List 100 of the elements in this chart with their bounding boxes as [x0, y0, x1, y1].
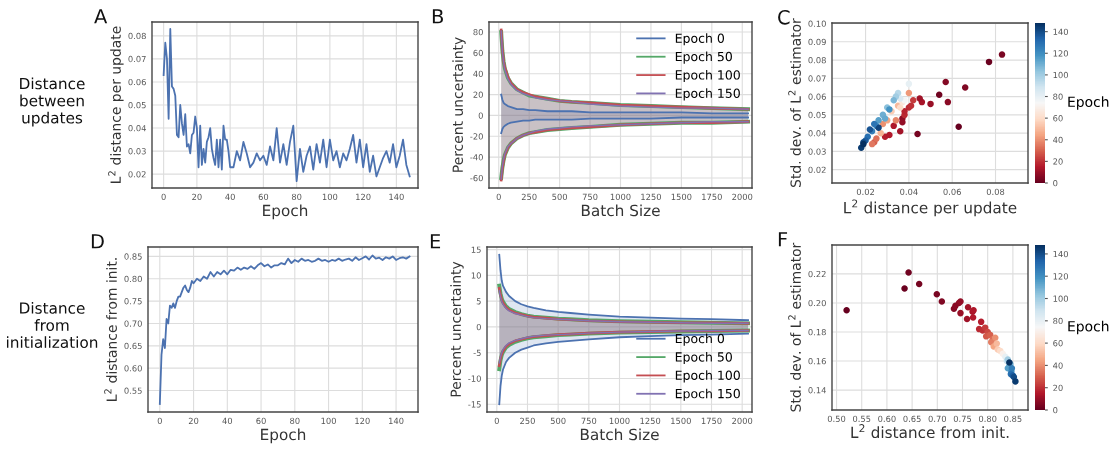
x-tick-label: 0.75: [953, 415, 972, 423]
x-tick-label: 2000: [732, 193, 753, 201]
y-axis-title: Percent uncertainty: [450, 261, 464, 397]
color-bar-title: Epoch: [1068, 96, 1109, 110]
y-tick-label: 0.20: [808, 299, 826, 307]
x-axis-title: Batch Size: [580, 428, 659, 441]
y-tick-label: -20: [470, 133, 483, 140]
color-bar-label: 80: [1053, 93, 1063, 100]
y-tick-label: 0.03: [128, 148, 146, 155]
x-tick-label: 100: [321, 417, 336, 425]
color-bar-label: 140: [1053, 250, 1068, 258]
legend-label: Epoch 50: [675, 51, 732, 64]
x-tick-label: 0.02: [856, 188, 875, 196]
x-tick-label: 0.70: [928, 415, 947, 423]
x-tick-label: 0.04: [900, 188, 918, 196]
x-tick-label: 1750: [702, 193, 722, 201]
y-tick-label: 0.70: [124, 320, 142, 327]
legend-label: Epoch 100: [675, 370, 740, 383]
color-bar-label: 20: [1053, 384, 1063, 391]
x-tick-label: 60: [258, 193, 269, 201]
color-bar-label: 0: [1053, 179, 1058, 187]
x-tick-label: 80: [290, 417, 300, 425]
y-tick-label: 0.10: [808, 20, 826, 27]
x-tick-label: 100: [322, 193, 338, 201]
x-tick-label: 140: [389, 417, 404, 425]
x-tick-label: 80: [291, 193, 302, 201]
x-tick-label: 0.65: [903, 415, 921, 423]
y-tick-label: 60: [473, 49, 483, 57]
y-tick-label: 0.14: [808, 387, 826, 394]
x-tick-label: 20: [188, 417, 199, 425]
color-bar-label: 40: [1053, 362, 1063, 369]
y-tick-label: -15: [468, 401, 481, 408]
color-bar-label: 100: [1053, 71, 1068, 79]
x-tick-label: 20: [192, 193, 202, 201]
text: B: [432, 9, 443, 24]
legend-label: Epoch 150: [675, 88, 740, 101]
x-tick-label: 140: [389, 193, 404, 201]
x-tick-label: 500: [552, 193, 568, 201]
legend-label: Epoch 150: [675, 388, 740, 401]
x-tick-label: 500: [550, 417, 566, 425]
y-tick-label: 15: [471, 246, 481, 253]
x-tick-label: 120: [355, 417, 370, 425]
x-tick-label: 40: [222, 417, 233, 425]
x-tick-label: 250: [520, 417, 535, 425]
text: E: [430, 234, 441, 249]
y-axis-title: Std. dev. of L$^{2}$ estimator: [788, 242, 801, 412]
y-tick-label: -10: [468, 375, 481, 382]
x-tick-label: 0: [496, 193, 501, 201]
y-tick-label: 0.22: [808, 270, 826, 278]
y-tick-label: 0: [476, 323, 481, 331]
y-tick-label: -40: [470, 154, 483, 161]
x-axis-title: Epoch: [263, 204, 308, 220]
x-tick-label: 250: [521, 193, 537, 201]
color-bar-label: 20: [1053, 158, 1063, 165]
x-tick-label: 1250: [641, 193, 661, 201]
y-axis-title: L$^{2}$ distance from init.: [104, 258, 117, 401]
x-tick-label: 1250: [640, 417, 661, 425]
y-tick-label: 0.06: [128, 78, 146, 86]
y-tick-label: 5: [476, 298, 481, 305]
y-tick-label: 0.75: [124, 298, 142, 305]
color-bar-label: 80: [1053, 317, 1063, 325]
y-tick-label: 0.04: [808, 130, 826, 137]
y-tick-label: 40: [473, 70, 483, 77]
y-tick-label: 0.05: [808, 111, 826, 119]
x-tick-label: 0.60: [878, 415, 896, 423]
y-axis-title: L$^{2}$ distance per update: [108, 26, 124, 183]
text: F: [778, 232, 788, 247]
y-tick-label: 0.55: [124, 387, 142, 394]
color-bar-label: 0: [1053, 406, 1058, 414]
x-axis-title: L$^{2}$ distance from init.: [851, 424, 1009, 439]
y-tick-label: 20: [473, 91, 483, 98]
y-tick-label: 0.18: [808, 328, 826, 336]
y-tick-label: -60: [470, 174, 483, 182]
x-tick-label: 2000: [732, 417, 753, 425]
y-tick-label: 0.02: [808, 166, 826, 173]
x-tick-label: 0: [157, 417, 162, 425]
legend-label: Epoch 0: [675, 33, 725, 46]
y-axis-title: Percent uncertainty: [452, 37, 466, 172]
y-axis-title: Std. dev. of L$^{2}$ estimator: [788, 18, 801, 188]
color-bar-label: 120: [1053, 50, 1068, 57]
text: A: [94, 9, 108, 24]
y-tick-label: 0.08: [128, 32, 146, 40]
y-tick-label: 0.05: [128, 101, 146, 109]
legend-label: Epoch 50: [675, 351, 732, 365]
y-tick-label: 0.80: [124, 275, 142, 283]
y-tick-label: 0: [478, 112, 483, 119]
y-tick-label: 0.04: [128, 125, 146, 132]
x-tick-label: 750: [582, 193, 598, 201]
y-tick-label: 10: [471, 272, 481, 279]
y-tick-label: 0.02: [128, 171, 146, 178]
y-tick-label: 0.07: [808, 75, 826, 82]
y-tick-label: 0.85: [124, 253, 142, 260]
x-axis-title: L$^{2}$ distance per update: [844, 199, 1017, 217]
text: D: [91, 234, 104, 249]
x-tick-label: 120: [356, 193, 371, 201]
color-bar-label: 60: [1053, 340, 1063, 347]
x-tick-label: 0.85: [1004, 415, 1022, 423]
x-tick-label: 0.80: [978, 415, 997, 423]
y-tick-label: 0.03: [808, 148, 826, 155]
x-tick-label: 0.55: [853, 415, 871, 423]
